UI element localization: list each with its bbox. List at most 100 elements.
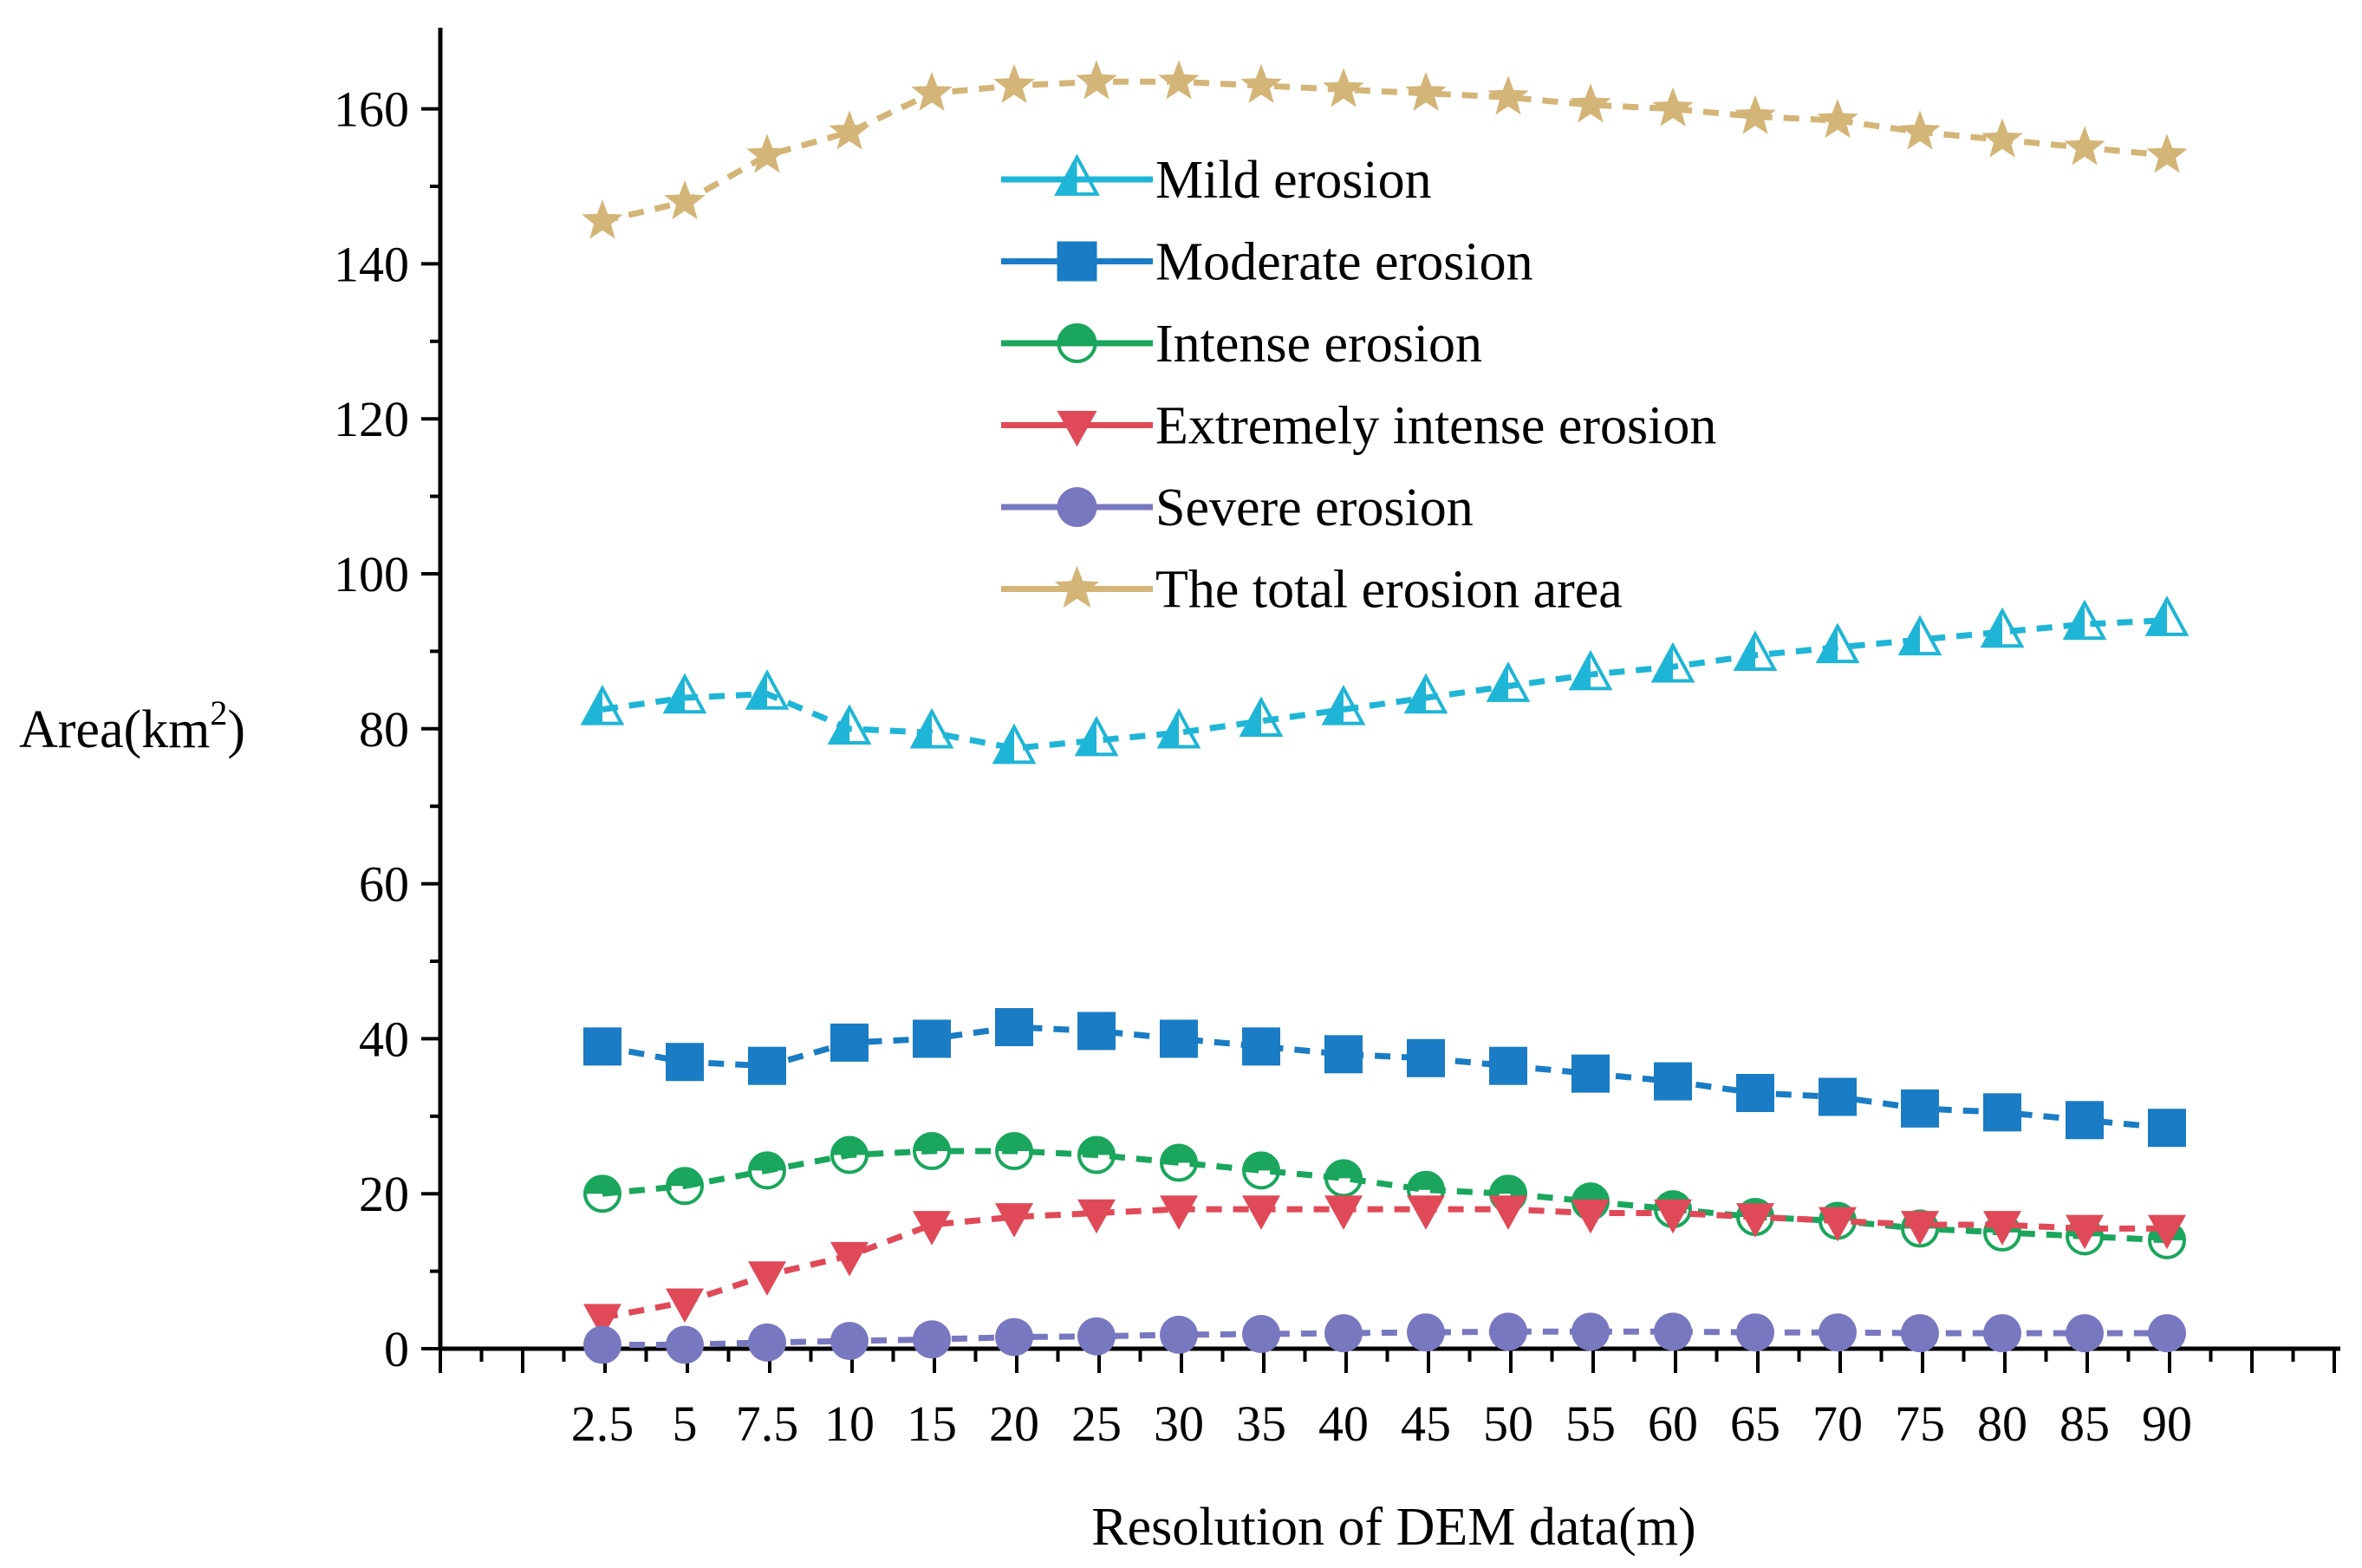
data-point bbox=[745, 669, 790, 710]
data-point bbox=[748, 1151, 786, 1190]
data-point bbox=[1074, 715, 1119, 757]
star-marker bbox=[1323, 68, 1364, 107]
star-marker bbox=[664, 179, 706, 220]
down-triangle-marker bbox=[1057, 410, 1097, 447]
star-marker bbox=[1054, 565, 1100, 608]
square-marker bbox=[1736, 1073, 1774, 1112]
down-triangle-marker bbox=[830, 1241, 869, 1277]
square-marker bbox=[830, 1023, 869, 1062]
x-tick-label: 2.5 bbox=[571, 1396, 634, 1452]
data-point bbox=[2148, 1214, 2186, 1250]
x-tick-label: 50 bbox=[1483, 1396, 1533, 1452]
star-marker bbox=[911, 71, 953, 111]
data-point bbox=[748, 1261, 786, 1296]
y-tick-label: 40 bbox=[359, 1011, 409, 1067]
star-marker bbox=[746, 133, 788, 173]
data-point bbox=[1571, 1054, 1610, 1093]
data-point bbox=[1407, 1038, 1445, 1077]
data-point bbox=[1983, 1211, 2021, 1246]
circle-outline bbox=[1077, 1135, 1116, 1174]
circle-marker bbox=[1407, 1313, 1445, 1352]
data-point bbox=[748, 1046, 786, 1085]
star-marker bbox=[1158, 60, 1200, 100]
data-point bbox=[1652, 87, 1694, 127]
data-point bbox=[1983, 1314, 2021, 1353]
data-point bbox=[748, 1323, 786, 1362]
half-circle-fill bbox=[1573, 1184, 1608, 1202]
x-tick-label: 35 bbox=[1236, 1396, 1286, 1452]
star-marker bbox=[993, 63, 1035, 103]
data-point bbox=[1650, 641, 1695, 683]
star-marker bbox=[1570, 83, 1611, 123]
triangle-outline bbox=[827, 704, 872, 745]
data-point bbox=[992, 723, 1037, 764]
circle-marker bbox=[666, 1325, 704, 1364]
down-triangle-marker bbox=[666, 1288, 704, 1324]
data-point bbox=[1324, 1195, 1363, 1230]
down-triangle-marker bbox=[583, 1304, 621, 1338]
half-circle-fill bbox=[1326, 1161, 1361, 1179]
triangle-outline bbox=[1897, 615, 1942, 656]
triangle-outline bbox=[1980, 607, 2025, 648]
data-point bbox=[1489, 1312, 1527, 1351]
data-point bbox=[1486, 661, 1531, 702]
data-point bbox=[1405, 71, 1447, 111]
down-triangle-marker bbox=[1160, 1195, 1198, 1230]
down-triangle-marker bbox=[1819, 1207, 1857, 1242]
triangle-outline bbox=[2062, 599, 2107, 641]
x-tick-label: 30 bbox=[1154, 1396, 1204, 1452]
data-point bbox=[662, 673, 707, 714]
down-triangle-marker bbox=[1571, 1199, 1610, 1234]
square-marker bbox=[1160, 1019, 1198, 1058]
data-point bbox=[666, 1288, 704, 1324]
half-circle-fill bbox=[1079, 1137, 1114, 1155]
data-point bbox=[1733, 630, 1778, 672]
series-moderate-erosion bbox=[583, 1007, 2186, 1148]
data-point bbox=[995, 1007, 1033, 1046]
x-axis-title: Resolution of DEM data(m) bbox=[1091, 1498, 1695, 1557]
circle-marker bbox=[1819, 1313, 1857, 1352]
down-triangle-marker bbox=[995, 1203, 1033, 1238]
down-triangle-marker bbox=[1407, 1195, 1445, 1230]
data-point bbox=[995, 1318, 1033, 1357]
data-point bbox=[995, 1132, 1033, 1171]
square-marker bbox=[583, 1027, 621, 1066]
circle-marker bbox=[1160, 1315, 1198, 1354]
data-point bbox=[1571, 1312, 1610, 1351]
star-marker bbox=[582, 199, 623, 239]
circle-outline bbox=[1057, 323, 1097, 363]
circle-marker bbox=[2066, 1314, 2104, 1353]
data-point bbox=[829, 110, 870, 150]
data-point bbox=[1654, 1062, 1692, 1101]
data-point bbox=[1403, 673, 1448, 714]
circle-marker bbox=[1654, 1312, 1692, 1351]
circle-outline bbox=[995, 1132, 1033, 1171]
data-point bbox=[1077, 1012, 1116, 1051]
data-point bbox=[830, 1135, 869, 1174]
data-point bbox=[1407, 1313, 1445, 1352]
data-point bbox=[2144, 595, 2190, 636]
data-point bbox=[911, 71, 953, 111]
data-point bbox=[1487, 75, 1529, 115]
square-marker bbox=[1324, 1035, 1363, 1074]
data-point bbox=[666, 1043, 704, 1082]
data-point bbox=[913, 1132, 951, 1171]
star-marker bbox=[1817, 99, 1858, 139]
series-line bbox=[602, 1024, 2168, 1131]
square-marker bbox=[913, 1019, 951, 1058]
data-point bbox=[1571, 1199, 1610, 1234]
down-triangle-marker bbox=[1242, 1195, 1280, 1230]
data-point bbox=[830, 1322, 869, 1361]
x-tick-label: 90 bbox=[2142, 1396, 2192, 1452]
data-point bbox=[583, 1325, 621, 1364]
square-marker bbox=[2148, 1109, 2186, 1148]
x-tick-label: 5 bbox=[673, 1396, 698, 1452]
square-marker bbox=[1819, 1077, 1857, 1116]
data-point bbox=[1568, 649, 1613, 691]
square-marker bbox=[1077, 1012, 1116, 1051]
y-tick-label: 100 bbox=[334, 546, 409, 602]
circle-marker bbox=[1242, 1315, 1280, 1354]
legend-label: Extremely intense erosion bbox=[1155, 397, 1716, 456]
data-point bbox=[1983, 1093, 2021, 1132]
triangle-outline bbox=[1403, 673, 1448, 714]
